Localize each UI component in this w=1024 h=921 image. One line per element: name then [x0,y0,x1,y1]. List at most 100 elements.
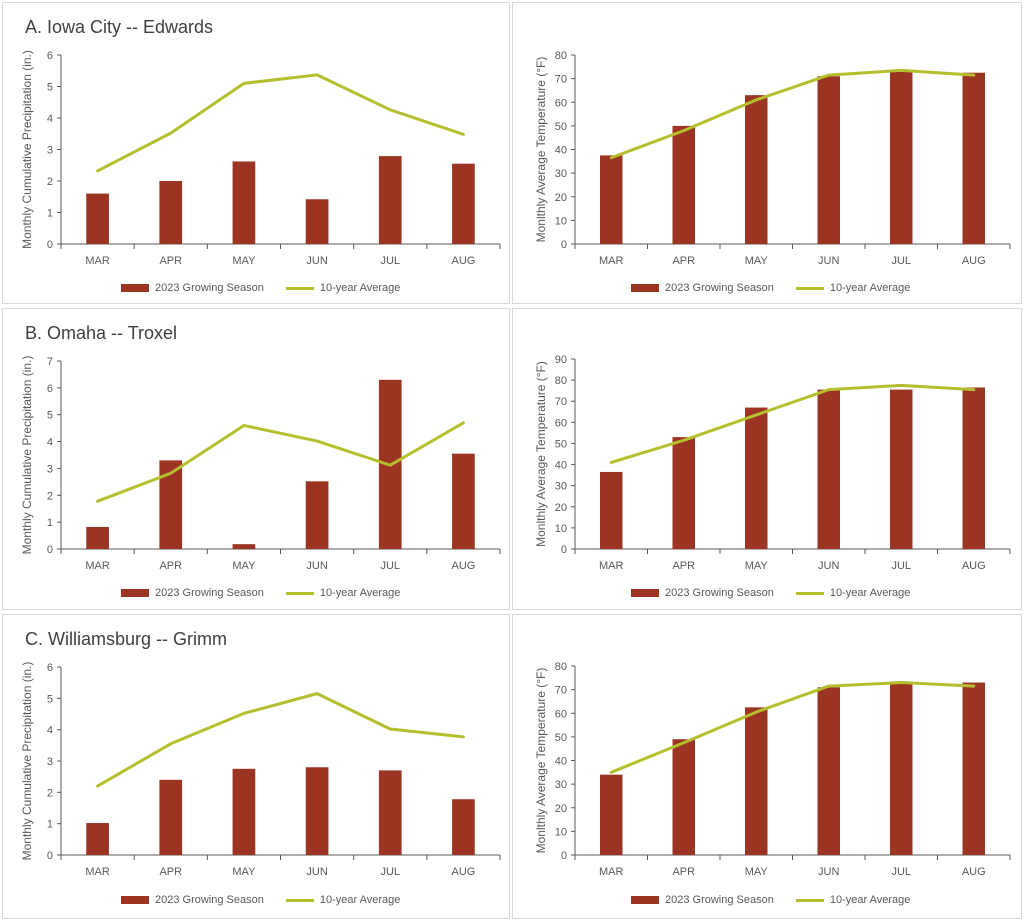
x-tick-label: MAR [599,255,624,267]
y-tick-label: 3 [47,463,53,475]
chart-legend: 2023 Growing Season 10-year Average [121,282,400,294]
bar [672,739,695,855]
series-line-10yr-average [96,692,465,788]
legend-label-line: 10-year Average [829,282,911,294]
bar [232,544,256,549]
series-line-10yr-average [96,421,465,503]
bar [378,156,402,244]
bar [745,707,768,855]
bar [452,163,475,244]
legend-swatch-line [285,591,314,595]
x-tick-label: JUL [891,560,911,572]
y-tick-label: 80 [555,661,567,673]
x-tick-label: APR [672,255,695,267]
chart-legend: 2023 Growing Season 10-year Average [631,894,910,906]
bar [232,768,256,855]
legend-item-line: 10-year Average [285,587,400,599]
y-tick-label: 20 [555,192,567,204]
series-line-10yr-average [609,383,976,464]
legend-swatch-line [285,898,314,902]
legend-label-bar: 2023 Growing Season [155,587,264,599]
y-tick-label: 40 [555,756,567,768]
legend-item-bar: 2023 Growing Season [121,282,264,294]
y-tick-label: 1 [47,208,53,220]
chart-title: A. Iowa City -- Edwards [25,17,214,37]
bar [86,526,109,549]
bar [817,389,840,549]
y-tick-label: 90 [555,354,567,366]
x-tick-label: APR [159,255,182,267]
bar [86,823,109,855]
y-tick-label: 20 [555,803,567,815]
chart-panel-williamsburg-temp: 0 10 20 30 40 50 60 70 80 MAR APR MAY JUN JUL AUG Monlt… [512,614,1022,919]
y-tick-label: 10 [555,826,567,838]
bar [305,767,329,855]
chart-panel-williamsburg-precip: C. Williamsburg -- Grimm 0 1 2 3 4 5 6 MAR APR MA… [2,614,510,919]
x-tick-label: AUG [962,560,986,572]
bar [817,76,840,244]
legend-swatch-line [795,898,824,902]
y-tick-label: 3 [47,756,53,768]
y-tick-label: 5 [47,82,53,94]
y-tick-label: 2 [47,176,53,188]
y-axis-title: Monlthly Average Temperature (°F) [534,57,548,243]
legend-label-bar: 2023 Growing Season [665,587,774,599]
legend-item-line: 10-year Average [795,894,911,906]
y-tick-label: 40 [555,460,567,472]
x-tick-label: JUN [306,560,327,572]
bar [305,199,329,244]
x-tick-label: MAR [85,560,110,572]
chart-panel-omaha-precip: B. Omaha -- Troxel 0 1 2 3 4 5 6 7 MAR APR MAY JUN J… [2,308,510,610]
y-tick-label: 50 [555,732,567,744]
legend-item-bar: 2023 Growing Season [631,282,774,294]
legend-label-line: 10-year Average [829,587,911,599]
x-tick-label: JUN [818,560,839,572]
y-tick-label: 60 [555,708,567,720]
y-tick-label: 80 [555,50,567,62]
y-tick-label: 6 [47,50,53,62]
x-tick-label: AUG [451,560,475,572]
y-tick-label: 0 [561,850,567,862]
y-tick-label: 5 [47,410,53,422]
y-tick-label: 0 [561,544,567,556]
bar [159,779,183,855]
bar [452,799,475,855]
legend-swatch-bar [631,589,659,597]
x-tick-label: JUL [380,560,400,572]
y-tick-label: 1 [47,517,53,529]
bar [672,437,695,549]
series-line-10yr-average [609,681,976,774]
legend-swatch-line [795,591,824,595]
y-tick-label: 5 [47,693,53,705]
legend-label-line: 10-year Average [829,894,911,906]
y-tick-label: 30 [555,481,567,493]
x-tick-label: AUG [451,866,475,878]
bar [890,683,913,855]
y-tick-label: 3 [47,145,53,157]
bar [890,70,913,244]
x-tick-label: APR [672,866,695,878]
legend-label-bar: 2023 Growing Season [665,282,774,294]
x-tick-label: JUL [380,255,400,267]
chart-svg: 0 1 2 3 4 5 6 7 MAR APR MAY JUN JUL AUG Monthly Cumula… [20,356,501,572]
y-tick-label: 0 [47,544,53,556]
series-line-10yr-average [609,68,976,160]
bar [232,161,256,244]
chart-title: B. Omaha -- Troxel [25,323,178,343]
chart-legend: 2023 Growing Season 10-year Average [631,282,910,294]
x-tick-label: AUG [962,866,986,878]
legend-swatch-bar [121,284,149,292]
y-tick-label: 2 [47,490,53,502]
chart-panel-iowa-temp: 0 10 20 30 40 50 60 70 80 MAR APR MAY JUN JUL AUG Monlt… [512,2,1022,304]
y-tick-label: 6 [47,662,53,674]
y-tick-label: 70 [555,396,567,408]
y-axis-title: Monlthly Average Temperature (°F) [534,668,548,854]
legend-item-bar: 2023 Growing Season [631,587,774,599]
y-tick-label: 40 [555,145,567,157]
legend-swatch-bar [121,589,149,597]
y-tick-label: 70 [555,685,567,697]
y-tick-label: 7 [47,356,53,368]
x-tick-label: APR [159,866,182,878]
bar [159,460,183,549]
y-axis-title: Monthly Cumulative Precipitation (in.) [20,50,34,249]
